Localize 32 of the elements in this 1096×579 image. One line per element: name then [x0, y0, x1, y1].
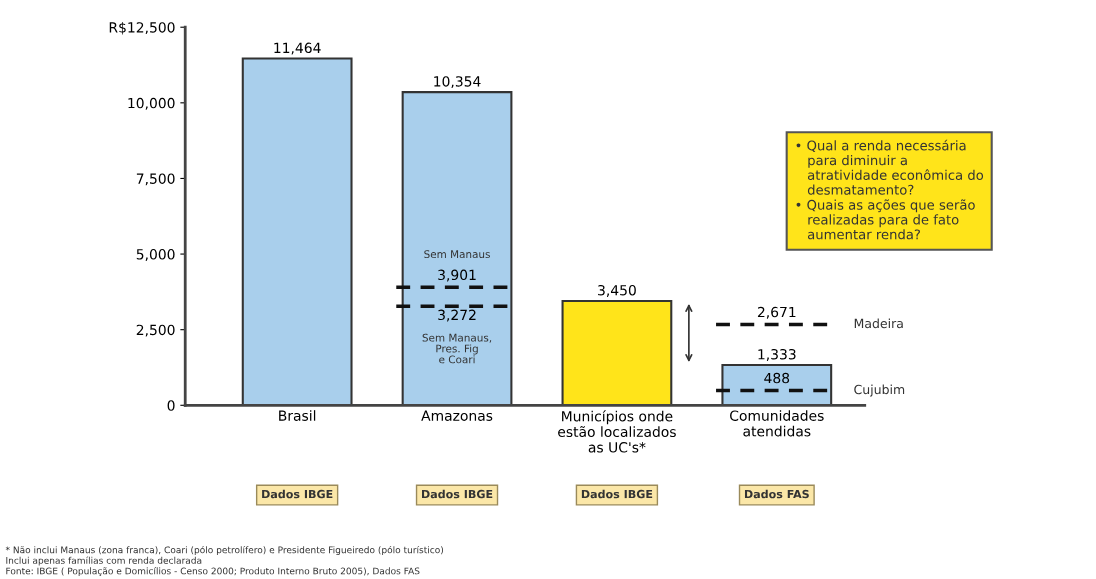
data-label: 3,450	[598, 284, 636, 297]
annotation: 2,671	[757, 306, 796, 319]
ref-line-label: Sem Manaus	[424, 250, 490, 259]
text: Dados IBGE	[422, 489, 493, 499]
x-tick-label: Brasil	[279, 410, 316, 421]
data-label: 10,354	[434, 76, 481, 89]
y-tick-label: 7,500	[136, 173, 175, 186]
text: Dados IBGE	[262, 489, 333, 499]
y-tick-label: 5,000	[136, 249, 175, 261]
y-tick-label: R$12,500	[109, 21, 175, 35]
data-label: 1,333	[758, 349, 796, 361]
x-tick-label: Amazonas	[421, 410, 493, 421]
text: Dados IBGE	[581, 489, 653, 499]
bar	[241, 57, 353, 406]
bar	[721, 363, 833, 406]
annotation: 488	[764, 372, 790, 384]
x-tick-label: Municípios onde estão localizados as UC's*	[558, 410, 676, 453]
y-tick-label: 0	[167, 400, 175, 411]
bar	[401, 91, 513, 406]
x-tick-label: Comunidades atendidas	[730, 410, 824, 437]
bar	[561, 299, 673, 406]
ref-line-label: Sem Manaus, Pres. Fig e Coari	[422, 333, 492, 364]
data-label: 11,464	[274, 42, 321, 55]
annotation: 3,901	[438, 269, 476, 282]
text: * Não inclui Manaus (zona franca), Coari (pólo petrolífero) e Presidente Figueiredo (pólo turístico) Inclui apenas famílias com renda declarada Fonte: IBGE ( População e Domicílios - Censo 2000; Produto Interno Bruto 2005), Dados FAS	[5, 545, 444, 577]
ref-line-label: Madeira	[854, 318, 903, 329]
y-tick-label: 2,500	[136, 324, 175, 337]
annotation: 3,272	[438, 309, 476, 322]
ref-line-label: Cujubim	[854, 384, 905, 397]
text: Dados FAS	[744, 489, 809, 499]
annotation: • Qual a renda necessária para diminuir a atratividade econômica do desmatamento? • Quais as ações que serão realizadas para de fato aumentar renda?	[796, 139, 984, 240]
y-tick-label: 10,000	[128, 97, 175, 110]
